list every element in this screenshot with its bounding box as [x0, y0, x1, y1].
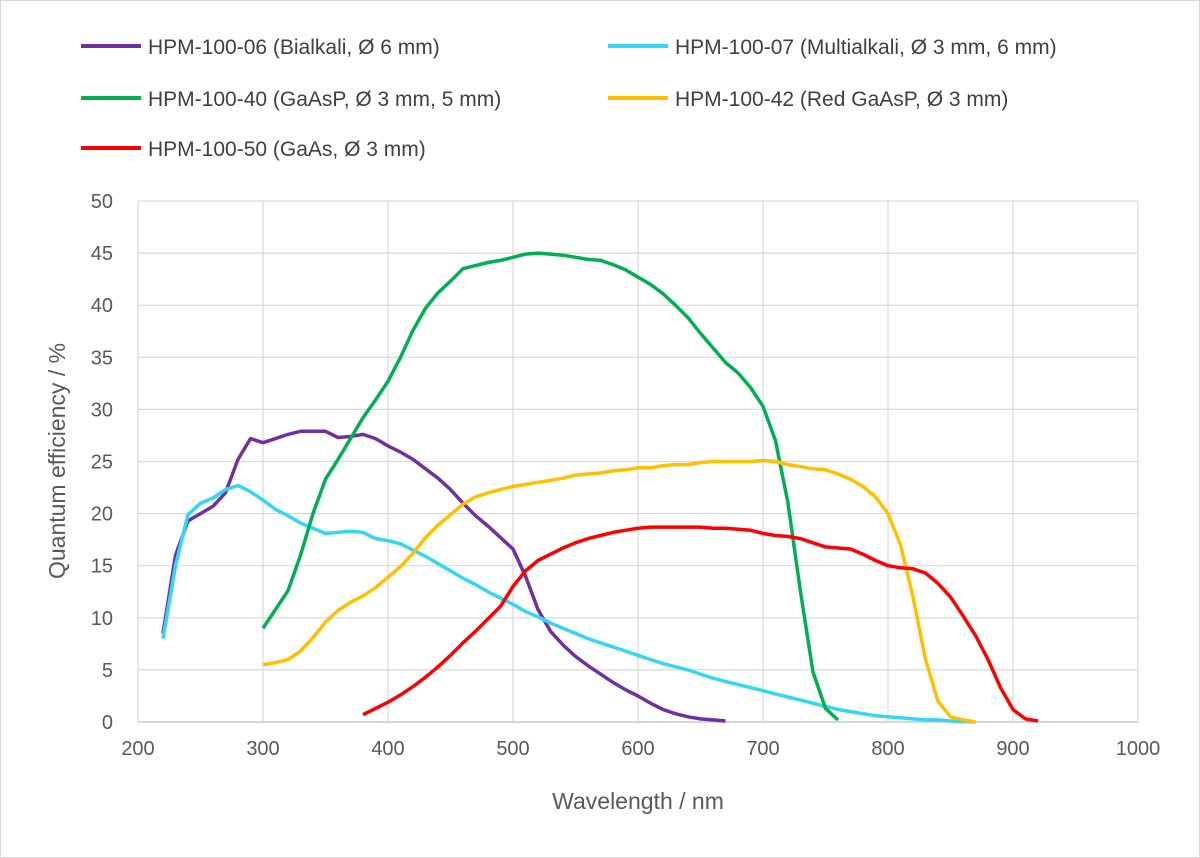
- y-tick-label: 30: [91, 399, 113, 421]
- grid: [137, 200, 1139, 723]
- y-axis-title: Quantum efficiency / %: [44, 343, 70, 579]
- series-line-4: [362, 525, 1039, 723]
- series-line-2: [261, 251, 840, 722]
- y-tick-label: 45: [91, 243, 113, 265]
- y-tick-label: 50: [91, 191, 113, 213]
- y-tick-label: 40: [91, 295, 113, 317]
- legend-label: HPM-100-40 (GaAsP, Ø 3 mm, 5 mm): [148, 88, 501, 111]
- series-line-0: [161, 429, 726, 723]
- y-tick-label: 20: [91, 504, 113, 526]
- y-tick-label: 5: [102, 660, 113, 682]
- x-axis-title: Wavelength / nm: [552, 788, 724, 814]
- x-tick-label: 800: [871, 738, 904, 760]
- y-tick-label: 25: [91, 452, 113, 474]
- legend-label: HPM-100-50 (GaAs, Ø 3 mm): [148, 138, 426, 161]
- x-tick-label: 400: [371, 738, 404, 760]
- tick-labels: 200 300 400 500 600 700 800 900 1000 0 5 10 15 20 25 30…: [91, 191, 1161, 760]
- series-line-3: [262, 458, 976, 724]
- x-tick-label: 600: [621, 738, 654, 760]
- y-tick-label: 35: [91, 347, 113, 369]
- y-tick-label: 10: [91, 608, 113, 630]
- legend: HPM-100-06 (Bialkali, Ø 6 mm) HPM-100-07 …: [81, 36, 1057, 161]
- legend-label: HPM-100-42 (Red GaAsP, Ø 3 mm): [675, 88, 1008, 111]
- x-tick-label: 300: [246, 738, 279, 760]
- x-tick-label: 900: [996, 738, 1029, 760]
- y-tick-label: 0: [102, 712, 113, 734]
- legend-label: HPM-100-06 (Bialkali, Ø 6 mm): [148, 36, 440, 59]
- series-line-1: [161, 483, 976, 724]
- y-tick-label: 15: [91, 556, 113, 578]
- x-tick-label: 500: [496, 738, 529, 760]
- legend-label: HPM-100-07 (Multialkali, Ø 3 mm, 6 mm): [675, 36, 1057, 59]
- x-tick-label: 200: [121, 738, 154, 760]
- x-tick-label: 700: [746, 738, 779, 760]
- series-lines: [161, 251, 1039, 724]
- x-tick-label: 1000: [1116, 738, 1161, 760]
